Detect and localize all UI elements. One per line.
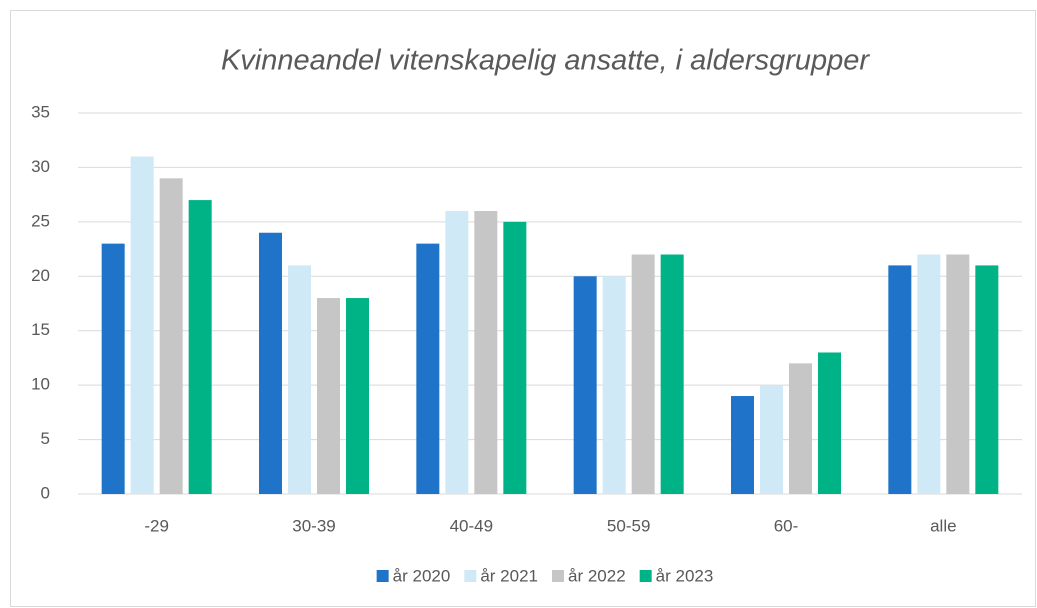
bar: [445, 210, 469, 494]
legend-swatch: [552, 570, 564, 582]
legend-swatch: [376, 570, 389, 582]
legend-swatch: [639, 570, 652, 582]
x-tick-label: 30-39: [292, 516, 335, 535]
bar: [101, 243, 125, 494]
bar: [416, 243, 440, 494]
y-tick-label: 5: [41, 429, 50, 448]
bar: [631, 254, 655, 494]
y-tick-label: 0: [41, 483, 50, 502]
bar: [317, 298, 340, 494]
bar: [760, 385, 783, 494]
y-tick-label: 15: [31, 320, 50, 339]
y-tick-label: 20: [31, 266, 50, 285]
bar: [946, 254, 970, 494]
bar: [288, 265, 311, 494]
bar: [130, 156, 154, 495]
legend-label: år 2022: [568, 566, 626, 585]
x-tick-label: 50-59: [607, 516, 650, 535]
bar: [573, 276, 597, 494]
bar: [660, 254, 684, 494]
bar: [818, 352, 841, 494]
bar: [602, 276, 626, 494]
y-tick-label: 35: [31, 102, 50, 121]
x-tick-label: 60-: [774, 516, 799, 535]
x-tick-label: alle: [930, 516, 956, 535]
legend-label: år 2023: [656, 566, 714, 585]
bar: [503, 221, 527, 494]
bar: [888, 265, 912, 494]
bar: [917, 254, 941, 494]
bar: [975, 265, 999, 494]
x-tick-label: 40-49: [450, 516, 493, 535]
bar: [346, 298, 369, 494]
legend-label: år 2020: [393, 566, 451, 585]
bar: [731, 396, 754, 494]
y-tick-label: 30: [31, 157, 50, 176]
bar: [259, 232, 282, 494]
legend-label: år 2021: [480, 566, 538, 585]
y-tick-label: 10: [31, 375, 50, 394]
bar: [188, 200, 212, 495]
bar: [789, 363, 812, 494]
x-tick-label: -29: [144, 516, 169, 535]
bar: [159, 178, 183, 495]
y-tick-label: 25: [31, 211, 50, 230]
chart-title: Kvinneandel vitenskapelig ansatte, i ald…: [221, 45, 870, 77]
bar: [474, 210, 498, 494]
legend-swatch: [464, 570, 477, 582]
